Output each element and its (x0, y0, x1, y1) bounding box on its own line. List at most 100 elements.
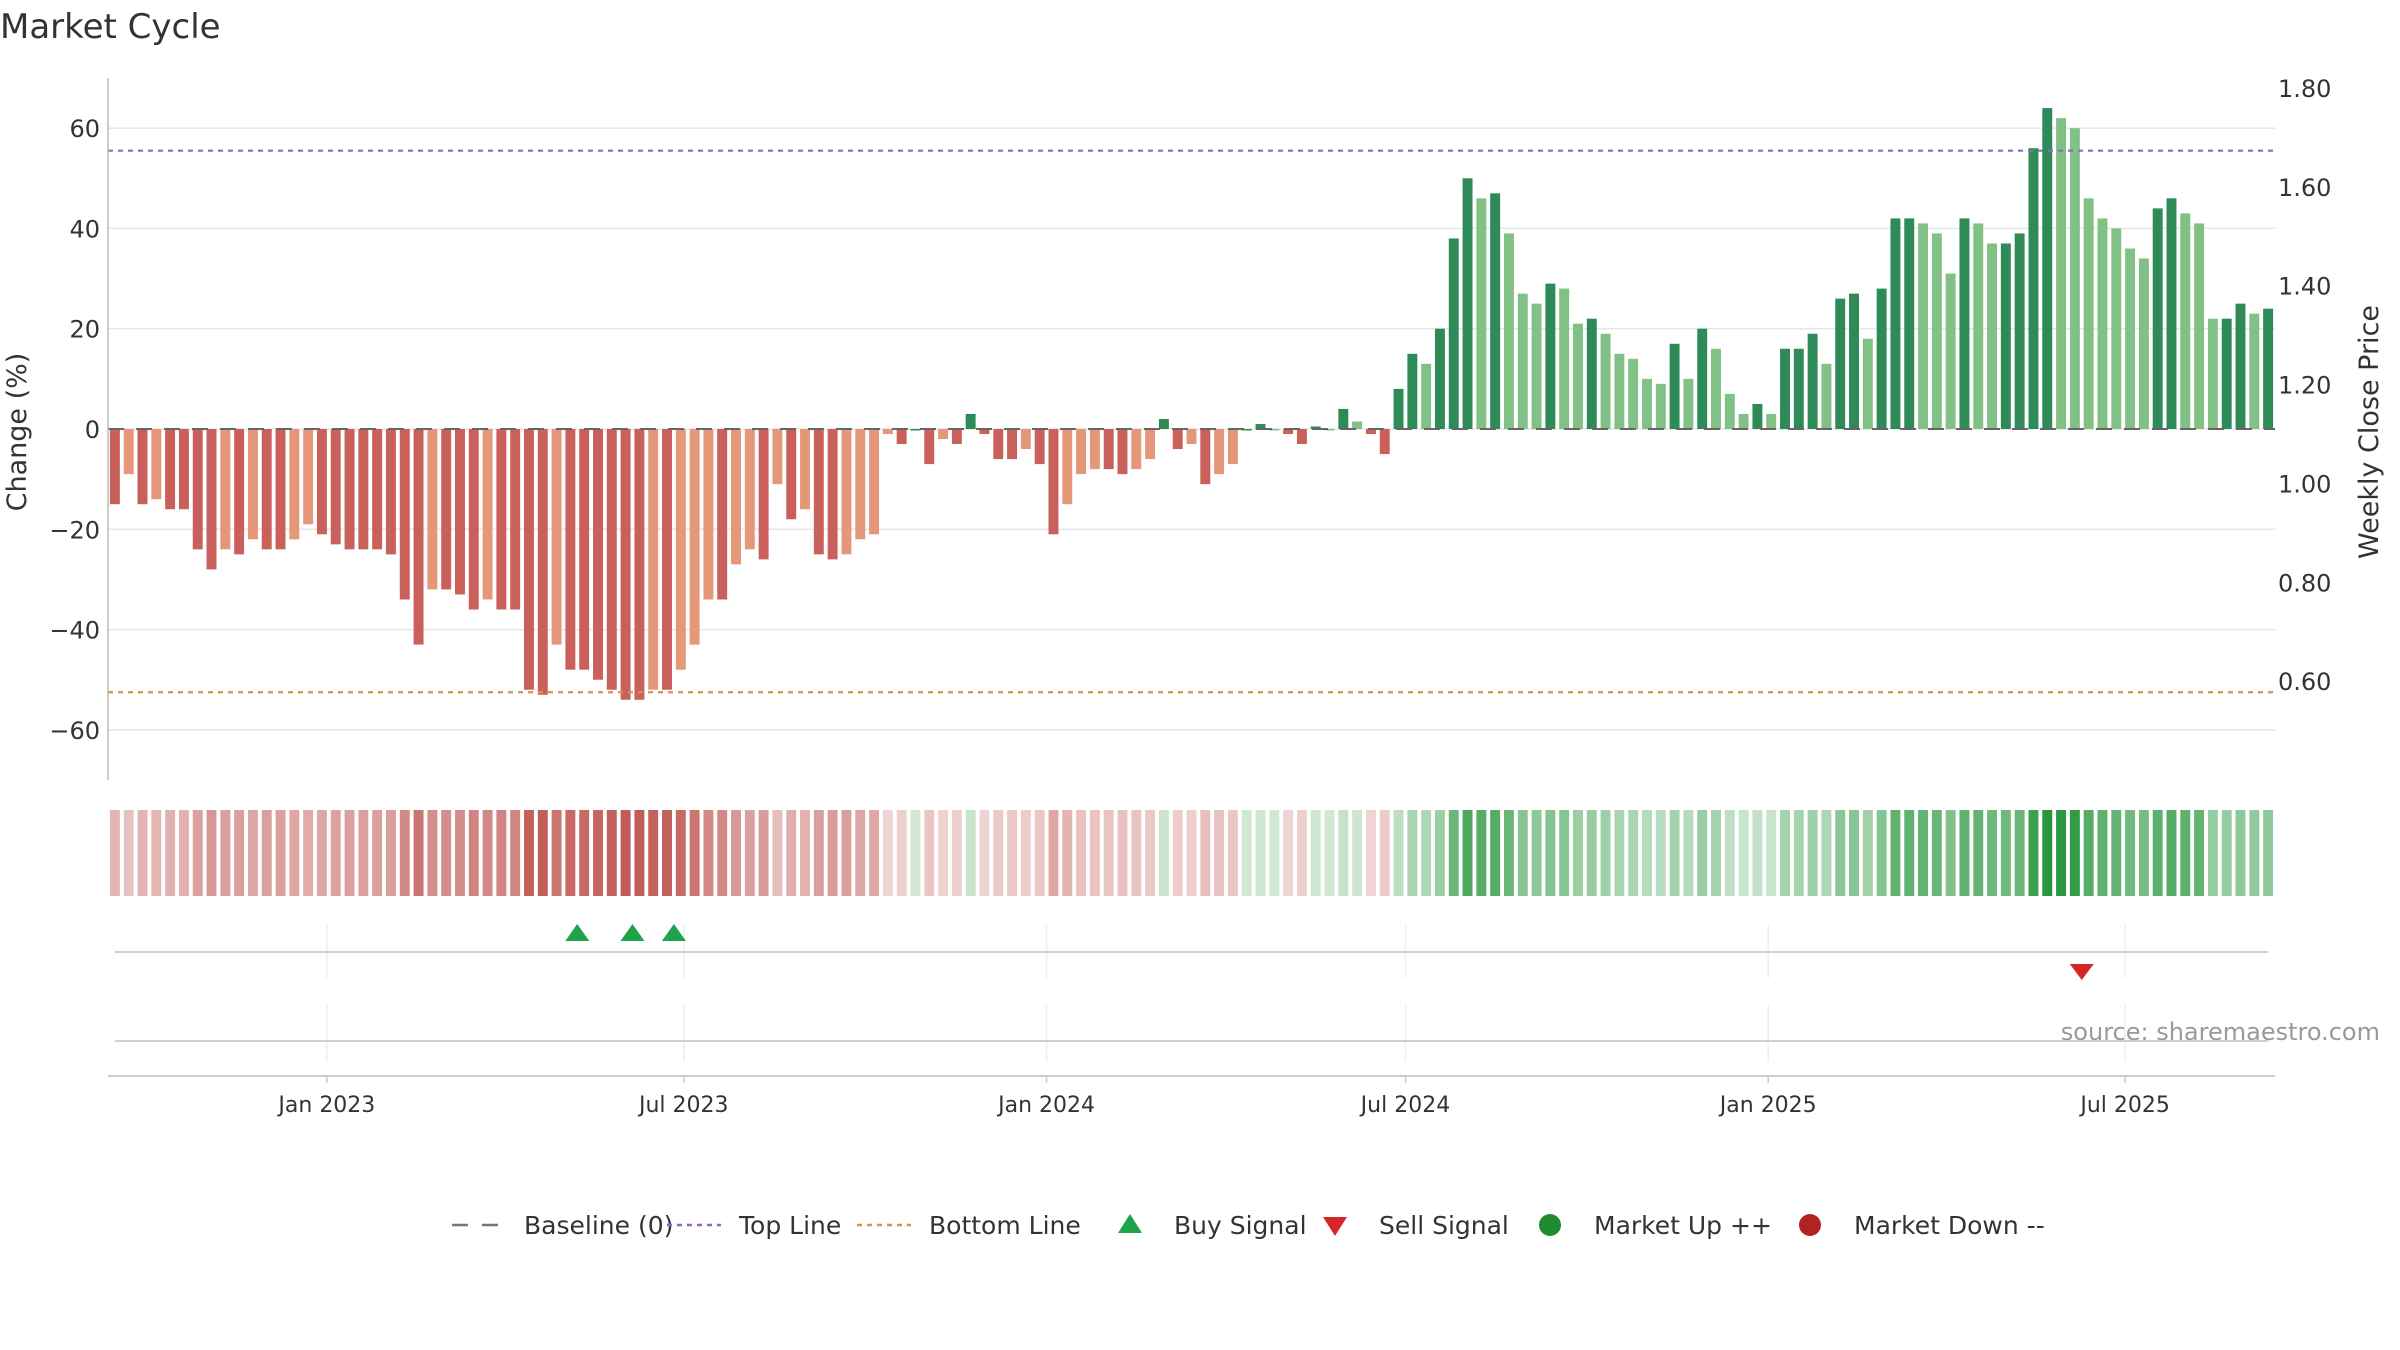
heat-cell (1849, 810, 1859, 896)
change-bar (1628, 358, 1639, 429)
change-bar (1987, 243, 1998, 429)
heat-cell (1200, 810, 1211, 896)
change-bar (109, 429, 120, 505)
heat-cell (2028, 810, 2039, 896)
heat-cell (1531, 810, 1542, 896)
change-bar (1048, 429, 1059, 535)
change-bar (758, 429, 769, 560)
x-axis: Jan 2023 Jul 2023 Jan 2024 Jul 2024 Jan 2025… (108, 1075, 2275, 1118)
heat-cell (1421, 810, 1432, 896)
change-bar (1573, 323, 1583, 429)
buy-signal-marker (565, 924, 590, 941)
legend-swatch (1799, 1214, 1821, 1236)
heat-cell (662, 810, 672, 896)
change-bar (979, 429, 990, 435)
change-bar (496, 429, 507, 610)
change-bar (1600, 333, 1611, 429)
heat-cell (579, 810, 590, 896)
change-bar (2194, 223, 2205, 429)
legend-label: Bottom Line (929, 1211, 1081, 1240)
heat-cell (855, 810, 866, 896)
heat-cell (2097, 810, 2108, 896)
change-bar (2166, 198, 2177, 429)
x-tick-label: Jan 2023 (276, 1093, 375, 1118)
change-bar (2000, 243, 2011, 429)
sell-signal-marker (2069, 964, 2094, 980)
legend-item-down: Market Down -- (1799, 1211, 2045, 1240)
heat-cell (1862, 810, 1873, 896)
heat-cell (1131, 810, 1142, 896)
heat-cell (234, 810, 245, 896)
change-bar (689, 429, 700, 645)
heat-cell (1407, 810, 1418, 896)
heat-cell (1103, 810, 1114, 896)
change-bar (1918, 223, 1929, 429)
heat-cell (1490, 810, 1501, 896)
change-bar (344, 429, 355, 550)
change-bar (1849, 293, 1859, 429)
heat-cell (1255, 810, 1266, 896)
change-bar (1752, 403, 1763, 429)
change-bar (1890, 218, 1901, 429)
change-bar (1462, 178, 1473, 429)
heat-cell (441, 810, 452, 896)
change-bar (1862, 338, 1873, 429)
heat-cell (1434, 810, 1445, 896)
heat-cell (510, 810, 521, 896)
heat-cell (648, 810, 659, 896)
heat-cell (1462, 810, 1473, 896)
heat-cell (1048, 810, 1059, 896)
change-bar (786, 429, 797, 520)
change-bar (1931, 233, 1942, 429)
change-bar (537, 429, 548, 695)
legend-item-buy: Buy Signal (1118, 1211, 1307, 1240)
heat-cell (896, 810, 907, 896)
heat-cell (924, 810, 935, 896)
heat-cell (689, 810, 700, 896)
heat-cell (1821, 810, 1832, 896)
change-bar (2207, 318, 2218, 429)
change-bar (1062, 429, 1073, 505)
change-bar (827, 429, 838, 560)
heat-cell (1310, 810, 1321, 896)
heat-cell (261, 810, 272, 896)
change-bar (413, 429, 424, 645)
heat-cell (1393, 810, 1404, 896)
heat-cell (1117, 810, 1128, 896)
legend-label: Market Down -- (1854, 1211, 2045, 1240)
change-bar (1393, 388, 1404, 429)
heat-cell (1062, 810, 1073, 896)
heat-cell (123, 810, 134, 896)
change-bar (551, 429, 562, 645)
heat-cell (524, 810, 534, 896)
change-bar (1476, 198, 1487, 429)
change-bar (1186, 429, 1197, 445)
heat-cell (1076, 810, 1087, 896)
heat-cell (385, 810, 396, 896)
legend-swatch (1539, 1214, 1561, 1236)
legend-label: Market Up ++ (1594, 1211, 1772, 1240)
change-bar (2028, 148, 2039, 429)
change-bar (1545, 283, 1556, 429)
change-bar (1310, 426, 1321, 429)
change-bar (165, 429, 176, 510)
heat-cell (731, 810, 741, 896)
change-bar (1973, 223, 1984, 429)
change-bar (896, 429, 907, 445)
legend-label: Buy Signal (1174, 1211, 1307, 1240)
change-bar (2152, 208, 2163, 429)
change-bar (717, 429, 728, 600)
change-bar (372, 429, 383, 550)
heat-cell (744, 810, 755, 896)
change-bar (1655, 383, 1666, 429)
heat-cell (2194, 810, 2205, 896)
x-tick-label: Jan 2024 (996, 1093, 1095, 1118)
change-bar (813, 429, 824, 555)
change-bar (1904, 218, 1915, 429)
heat-cell (2125, 810, 2136, 896)
heat-cell (565, 810, 576, 896)
heat-cell (1283, 810, 1294, 896)
change-bar (648, 429, 659, 690)
heat-cell (1945, 810, 1956, 896)
change-bar (316, 429, 327, 535)
